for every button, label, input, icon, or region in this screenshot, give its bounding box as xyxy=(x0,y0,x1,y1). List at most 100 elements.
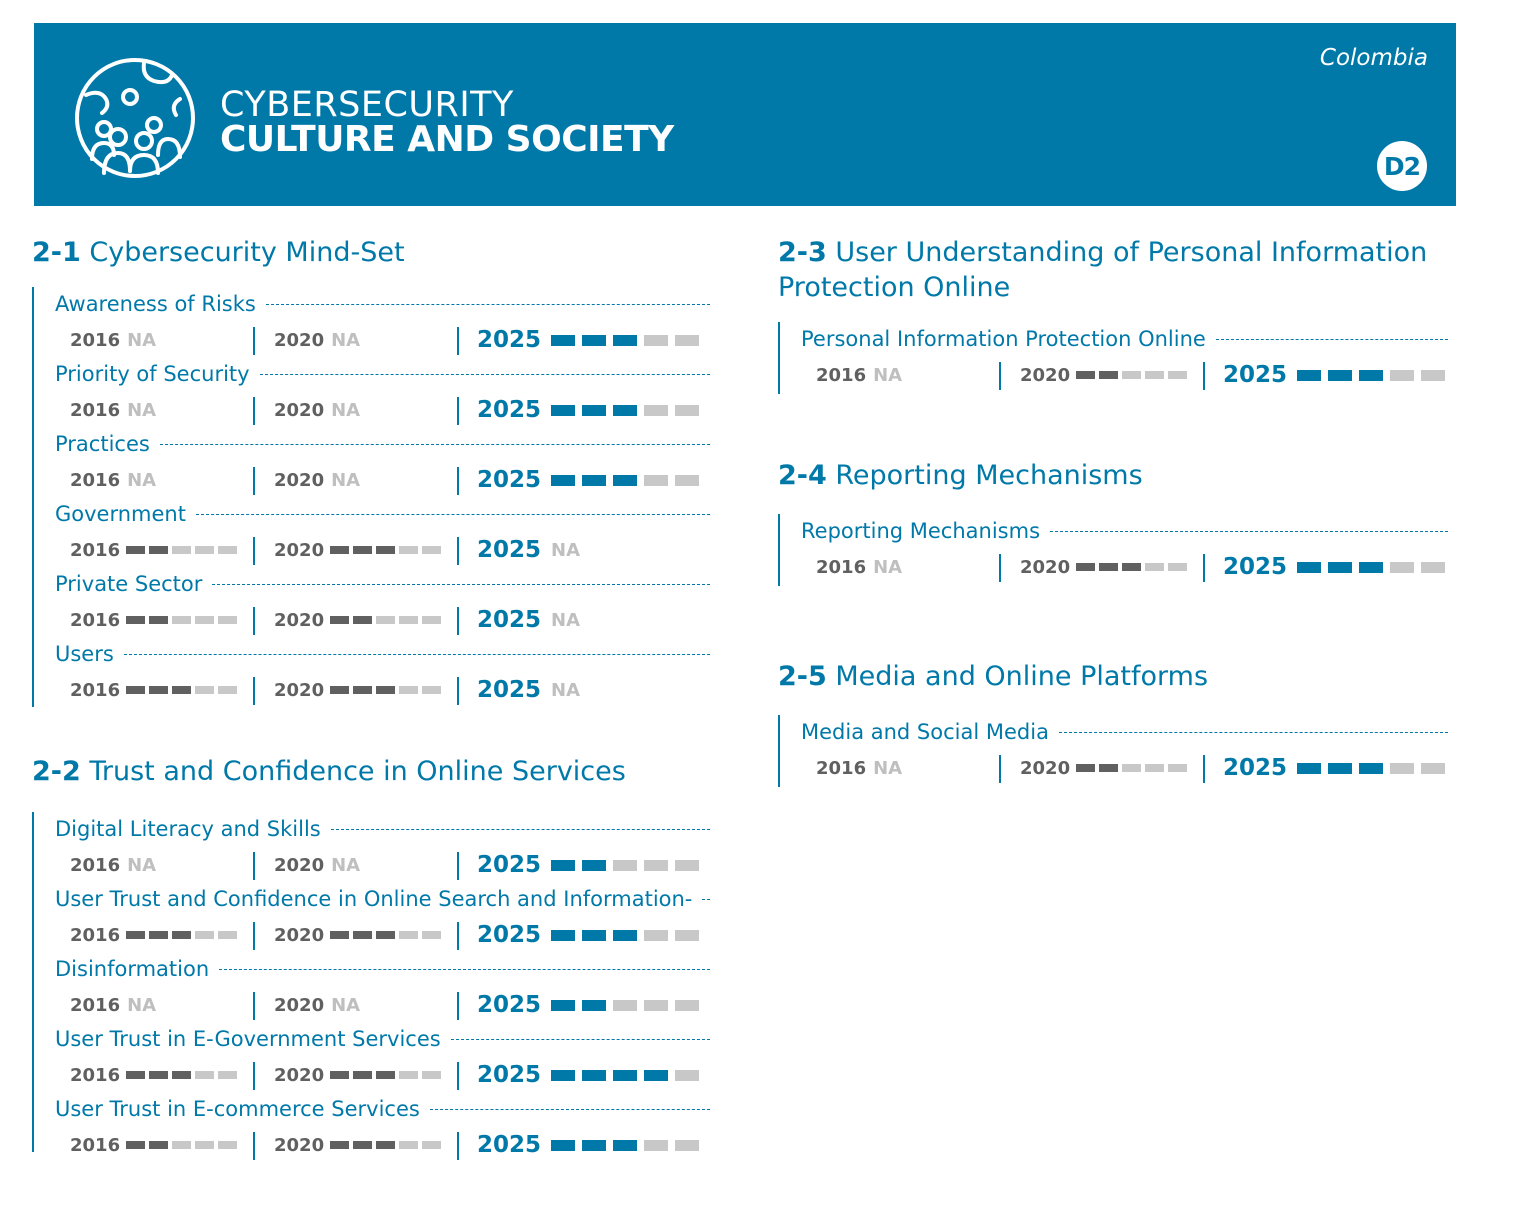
stage-filled xyxy=(353,1071,373,1079)
stage-filled xyxy=(644,1069,669,1081)
stage-bars xyxy=(126,931,241,939)
year-2025: 2025 xyxy=(1223,362,1452,388)
indicator-years: 2016 2020 2025 NA xyxy=(34,677,712,705)
year-label: 2016 xyxy=(70,399,121,421)
indicator-years: 2016 NA 2020 NA 2025 xyxy=(34,467,712,495)
stage-empty xyxy=(675,1139,700,1151)
year-2016: 2016 NA xyxy=(70,467,156,493)
stage-filled xyxy=(1076,764,1096,772)
year-2020: 2020 xyxy=(274,677,445,703)
stage-empty xyxy=(218,686,238,694)
year-label: 2020 xyxy=(274,1064,325,1086)
stage-filled xyxy=(172,1071,192,1079)
indicator-name: User Trust in E-Government Services xyxy=(55,1027,441,1051)
section-number: 2-2 xyxy=(32,756,81,787)
stage-filled xyxy=(330,616,350,624)
stage-empty xyxy=(675,334,700,346)
stage-empty xyxy=(422,616,442,624)
year-separator xyxy=(999,554,1001,582)
leader-line xyxy=(702,899,710,900)
stage-empty xyxy=(195,616,215,624)
stage-filled xyxy=(149,931,169,939)
stage-empty xyxy=(613,999,638,1011)
na-label: NA xyxy=(331,994,361,1016)
stage-empty xyxy=(422,1071,442,1079)
stage-filled xyxy=(126,686,146,694)
indicator-name: Users xyxy=(55,642,114,666)
stage-filled xyxy=(613,334,638,346)
stage-empty xyxy=(399,1141,419,1149)
year-2025: 2025 xyxy=(1223,554,1452,580)
stage-empty xyxy=(422,931,442,939)
stage-filled xyxy=(1328,762,1353,774)
year-2016: 2016 xyxy=(70,1132,241,1158)
section-body: Media and Social Media 2016 NA 2020 2025 xyxy=(778,715,1450,787)
year-label: 2020 xyxy=(274,924,325,946)
indicator-years: 2016 NA 2020 2025 xyxy=(780,362,1452,390)
stage-filled xyxy=(582,1139,607,1151)
country-label: Colombia xyxy=(1319,45,1428,71)
year-label: 2025 xyxy=(1223,554,1288,580)
year-2020: 2020 xyxy=(274,1132,445,1158)
stage-empty xyxy=(1122,764,1142,772)
indicator-name: User Trust and Confidence in Online Sear… xyxy=(55,887,693,911)
indicator-digital-literacy-and-skills: Digital Literacy and Skills 2016 NA 2020 NA 2… xyxy=(34,816,712,880)
stage-empty xyxy=(1390,561,1415,573)
stage-bars xyxy=(551,929,706,941)
section-title-text: Media and Online Platforms xyxy=(826,661,1209,692)
year-label: 2025 xyxy=(477,992,542,1018)
year-label: 2016 xyxy=(816,364,867,386)
leader-line xyxy=(450,1039,710,1040)
year-2016: 2016 NA xyxy=(816,362,902,388)
na-label: NA xyxy=(127,994,157,1016)
stage-empty xyxy=(399,1071,419,1079)
year-separator xyxy=(253,397,255,425)
indicator-name: Reporting Mechanisms xyxy=(801,519,1041,543)
year-2025: 2025 NA xyxy=(477,537,580,563)
stage-filled xyxy=(1359,561,1384,573)
indicator-name: Personal Information Protection Online xyxy=(801,327,1206,351)
stage-bars xyxy=(126,1141,241,1149)
year-separator xyxy=(457,607,459,635)
stage-filled xyxy=(149,616,169,624)
stage-empty xyxy=(195,931,215,939)
stage-empty xyxy=(613,859,638,871)
stage-filled xyxy=(551,404,576,416)
year-separator xyxy=(1203,755,1205,783)
leader-line xyxy=(1058,732,1448,733)
leader-line xyxy=(330,829,710,830)
stage-filled xyxy=(376,931,396,939)
stage-bars xyxy=(330,931,445,939)
indicator-name: Digital Literacy and Skills xyxy=(55,817,321,841)
stage-empty xyxy=(644,1139,669,1151)
stage-filled xyxy=(353,1141,373,1149)
indicator-user-trust-and-confidence-in-online-search-and-information: User Trust and Confidence in Online Sear… xyxy=(34,886,712,950)
na-label: NA xyxy=(331,329,361,351)
section-body: Awareness of Risks 2016 NA 2020 NA 2025 Priori… xyxy=(32,287,712,707)
stage-bars xyxy=(1297,762,1452,774)
indicator-name: Practices xyxy=(55,432,150,456)
stage-empty xyxy=(1122,371,1142,379)
stage-filled xyxy=(613,929,638,941)
year-label: 2020 xyxy=(274,399,325,421)
year-separator xyxy=(457,677,459,705)
year-2016: 2016 NA xyxy=(70,327,156,353)
stage-bars xyxy=(126,546,241,554)
year-2016: 2016 NA xyxy=(816,755,902,781)
section-2-5: 2-5 Media and Online Platforms Media and … xyxy=(778,659,1450,787)
stage-empty xyxy=(644,474,669,486)
stage-filled xyxy=(1099,371,1119,379)
na-label: NA xyxy=(551,679,581,701)
stage-empty xyxy=(218,931,238,939)
year-2020: 2020 xyxy=(274,1062,445,1088)
leader-line xyxy=(195,514,710,515)
stage-filled xyxy=(330,1141,350,1149)
year-separator xyxy=(457,922,459,950)
year-2020: 2020 xyxy=(274,537,445,563)
year-label: 2020 xyxy=(1020,364,1071,386)
year-2025: 2025 xyxy=(477,992,706,1018)
stage-empty xyxy=(195,686,215,694)
section-number: 2-4 xyxy=(778,460,827,491)
stage-filled xyxy=(1328,369,1353,381)
stage-empty xyxy=(399,616,419,624)
